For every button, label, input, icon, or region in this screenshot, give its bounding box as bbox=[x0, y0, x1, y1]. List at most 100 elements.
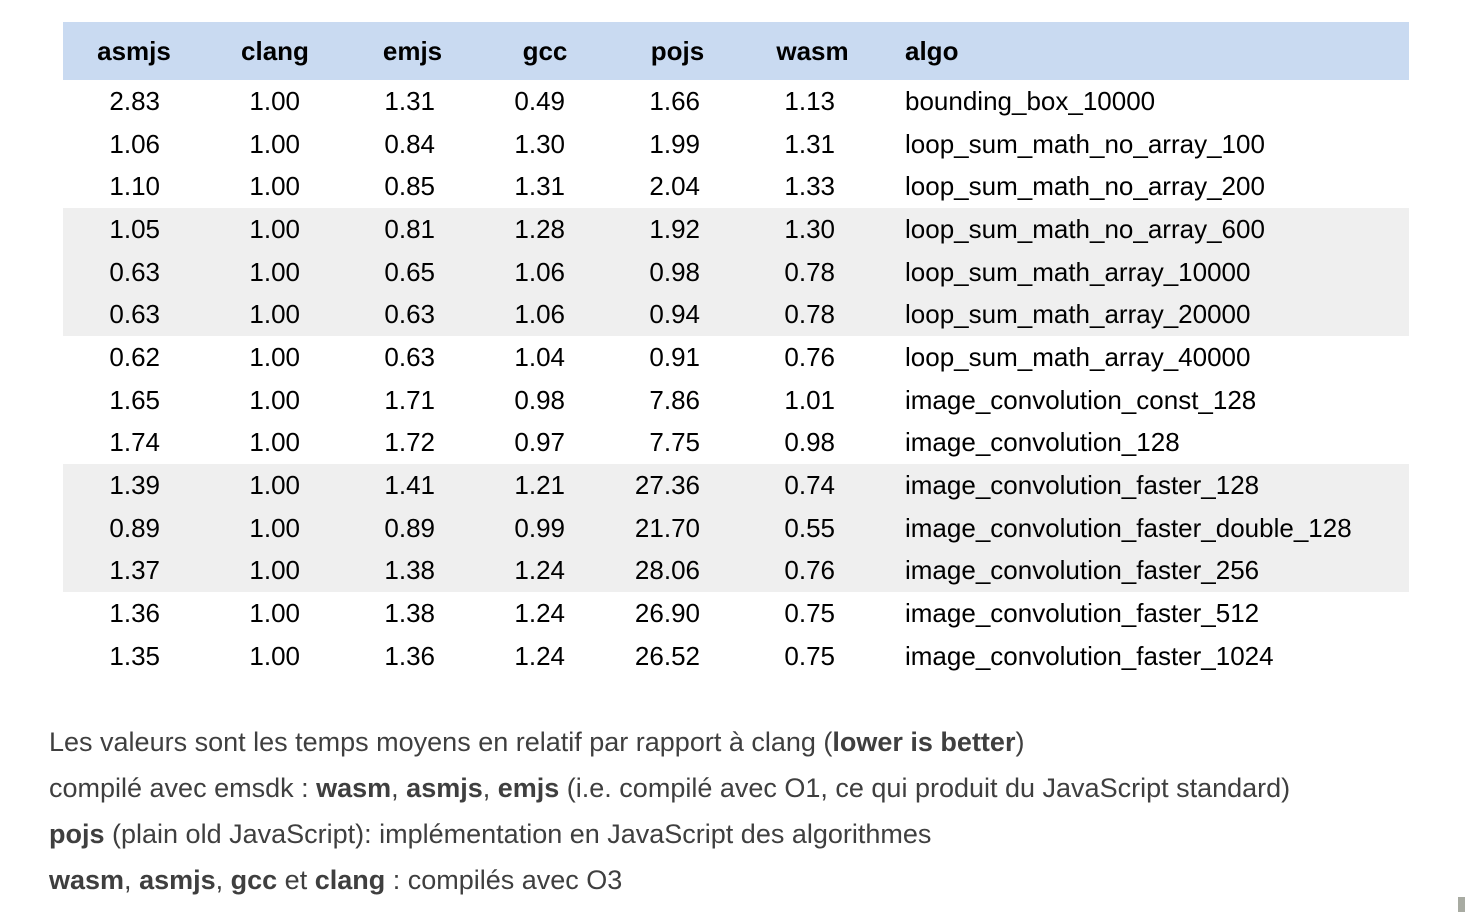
column-header-pojs: pojs bbox=[650, 35, 705, 66]
cell-value: 1.04 bbox=[514, 341, 565, 372]
footnote-segment: , bbox=[215, 865, 231, 895]
cell-value: 1.31 bbox=[784, 128, 835, 159]
cell-value: 1.24 bbox=[514, 555, 565, 586]
cell-value: 1.39 bbox=[109, 470, 160, 501]
cell-value: 0.78 bbox=[784, 299, 835, 330]
footnote-segment: , bbox=[124, 865, 140, 895]
column-header-algo: algo bbox=[905, 35, 959, 66]
cell-value: 1.00 bbox=[249, 85, 300, 116]
cell-value: 0.98 bbox=[649, 256, 700, 287]
cell-value: 0.97 bbox=[514, 427, 565, 458]
cell-value: 1.00 bbox=[249, 128, 300, 159]
cell-value: 1.37 bbox=[109, 555, 160, 586]
table-row: 1.65 1.00 1.71 0.98 7.86 1.01 image_convolutio… bbox=[63, 379, 1409, 422]
cell-algo-name: image_convolution_faster_double_128 bbox=[905, 512, 1352, 543]
cell-value: 0.75 bbox=[784, 640, 835, 671]
cell-value: 0.85 bbox=[384, 171, 435, 202]
table-row: 0.63 1.00 0.63 1.06 0.94 0.78 loop_sum_math_ar… bbox=[63, 293, 1409, 337]
cell-algo-name: loop_sum_math_no_array_600 bbox=[905, 213, 1265, 244]
cell-algo-name: loop_sum_math_array_40000 bbox=[905, 341, 1251, 372]
cell-value: 1.06 bbox=[109, 128, 160, 159]
cell-value: 1.01 bbox=[784, 384, 835, 415]
footnote-line: Les valeurs sont les temps moyens en rel… bbox=[49, 719, 1449, 765]
cell-value: 0.89 bbox=[109, 512, 160, 543]
cell-value: 0.76 bbox=[784, 555, 835, 586]
cell-value: 0.84 bbox=[384, 128, 435, 159]
cell-value: 2.04 bbox=[649, 171, 700, 202]
footnote-segment: wasm bbox=[49, 865, 125, 895]
cell-value: 0.63 bbox=[109, 299, 160, 330]
cell-value: 0.78 bbox=[784, 256, 835, 287]
cell-value: 1.36 bbox=[109, 598, 160, 629]
table-row: 1.37 1.00 1.38 1.24 28.06 0.76 image_convoluti… bbox=[63, 549, 1409, 593]
footnote-segment: ) bbox=[1015, 727, 1025, 757]
footnote-segment: (plain old JavaScript): implémentation e… bbox=[104, 819, 932, 849]
cell-value: 1.66 bbox=[649, 85, 700, 116]
table-row: 1.05 1.00 0.81 1.28 1.92 1.30 loop_sum_math_no… bbox=[63, 208, 1409, 251]
cell-value: 1.00 bbox=[249, 555, 300, 586]
column-header-wasm: wasm bbox=[776, 35, 849, 66]
cell-value: 0.63 bbox=[109, 256, 160, 287]
column-header-asmjs: asmjs bbox=[97, 35, 171, 66]
cell-value: 0.55 bbox=[784, 512, 835, 543]
cell-algo-name: loop_sum_math_array_20000 bbox=[905, 299, 1251, 330]
cell-value: 1.00 bbox=[249, 598, 300, 629]
cell-algo-name: loop_sum_math_no_array_200 bbox=[905, 171, 1265, 202]
cell-value: 1.33 bbox=[784, 171, 835, 202]
column-header-emjs: emjs bbox=[382, 35, 443, 66]
cell-value: 0.81 bbox=[384, 213, 435, 244]
cell-algo-name: image_convolution_const_128 bbox=[905, 384, 1257, 415]
cell-value: 1.06 bbox=[514, 256, 565, 287]
footnote-segment: : compilés avec O3 bbox=[385, 865, 623, 895]
cell-algo-name: image_convolution_faster_512 bbox=[905, 598, 1260, 629]
cell-value: 1.00 bbox=[249, 213, 300, 244]
cell-algo-name: loop_sum_math_array_10000 bbox=[905, 256, 1251, 287]
table-row: 1.10 1.00 0.85 1.31 2.04 1.33 loop_sum_math_no… bbox=[63, 165, 1409, 208]
cell-value: 1.38 bbox=[384, 555, 435, 586]
cell-value: 1.30 bbox=[784, 213, 835, 244]
footnote-segment: gcc bbox=[230, 865, 278, 895]
cell-value: 1.00 bbox=[249, 427, 300, 458]
cell-value: 1.24 bbox=[514, 640, 565, 671]
cell-algo-name: loop_sum_math_no_array_100 bbox=[905, 128, 1265, 159]
table-row: 0.63 1.00 0.65 1.06 0.98 0.78 loop_sum_math_ar… bbox=[63, 250, 1409, 294]
cell-value: 0.74 bbox=[784, 470, 835, 501]
cell-value: 1.35 bbox=[109, 640, 160, 671]
table-row: 1.35 1.00 1.36 1.24 26.52 0.75 image_convoluti… bbox=[63, 635, 1409, 678]
cell-value: 1.06 bbox=[514, 299, 565, 330]
cell-algo-name: image_convolution_128 bbox=[905, 427, 1180, 458]
footnote-segment: clang bbox=[314, 865, 386, 895]
table-header-row: asmjs clang emjs gcc pojs wasm algo bbox=[63, 22, 1409, 80]
cell-value: 1.00 bbox=[249, 171, 300, 202]
cell-value: 1.71 bbox=[384, 384, 435, 415]
cell-value: 1.10 bbox=[109, 171, 160, 202]
cell-value: 0.99 bbox=[514, 512, 565, 543]
cell-value: 27.36 bbox=[634, 470, 700, 501]
footnote-segment: asmjs bbox=[406, 773, 483, 803]
footnote-line: wasm, asmjs, gcc et clang : compilés ave… bbox=[49, 857, 1449, 903]
footnote-line: pojs (plain old JavaScript): implémentat… bbox=[49, 811, 1449, 857]
cell-value: 1.00 bbox=[249, 640, 300, 671]
footnote-segment: , bbox=[482, 773, 498, 803]
table-row: 1.39 1.00 1.41 1.21 27.36 0.74 image_convoluti… bbox=[63, 464, 1409, 507]
cell-value: 0.63 bbox=[384, 299, 435, 330]
footnote-segment: wasm bbox=[316, 773, 392, 803]
cell-algo-name: image_convolution_faster_1024 bbox=[905, 640, 1274, 671]
cell-value: 1.92 bbox=[649, 213, 700, 244]
footnote-segment: et bbox=[277, 865, 315, 895]
cell-value: 21.70 bbox=[634, 512, 700, 543]
cell-value: 28.06 bbox=[634, 555, 700, 586]
cell-value: 1.31 bbox=[384, 85, 435, 116]
cell-algo-name: image_convolution_faster_256 bbox=[905, 555, 1260, 586]
column-header-clang: clang bbox=[241, 35, 309, 66]
cell-value: 0.89 bbox=[384, 512, 435, 543]
cell-value: 1.28 bbox=[514, 213, 565, 244]
scrollbar-thumb-fragment[interactable] bbox=[1458, 897, 1465, 912]
benchmark-table: asmjs clang emjs gcc pojs wasm algo 2.83 1.00 1.… bbox=[63, 22, 1409, 678]
cell-value: 0.49 bbox=[514, 85, 565, 116]
cell-algo-name: image_convolution_faster_128 bbox=[905, 470, 1260, 501]
table-row: 0.62 1.00 0.63 1.04 0.91 0.76 loop_sum_math_ar… bbox=[63, 336, 1409, 379]
cell-value: 1.99 bbox=[649, 128, 700, 159]
cell-value: 7.75 bbox=[649, 427, 700, 458]
